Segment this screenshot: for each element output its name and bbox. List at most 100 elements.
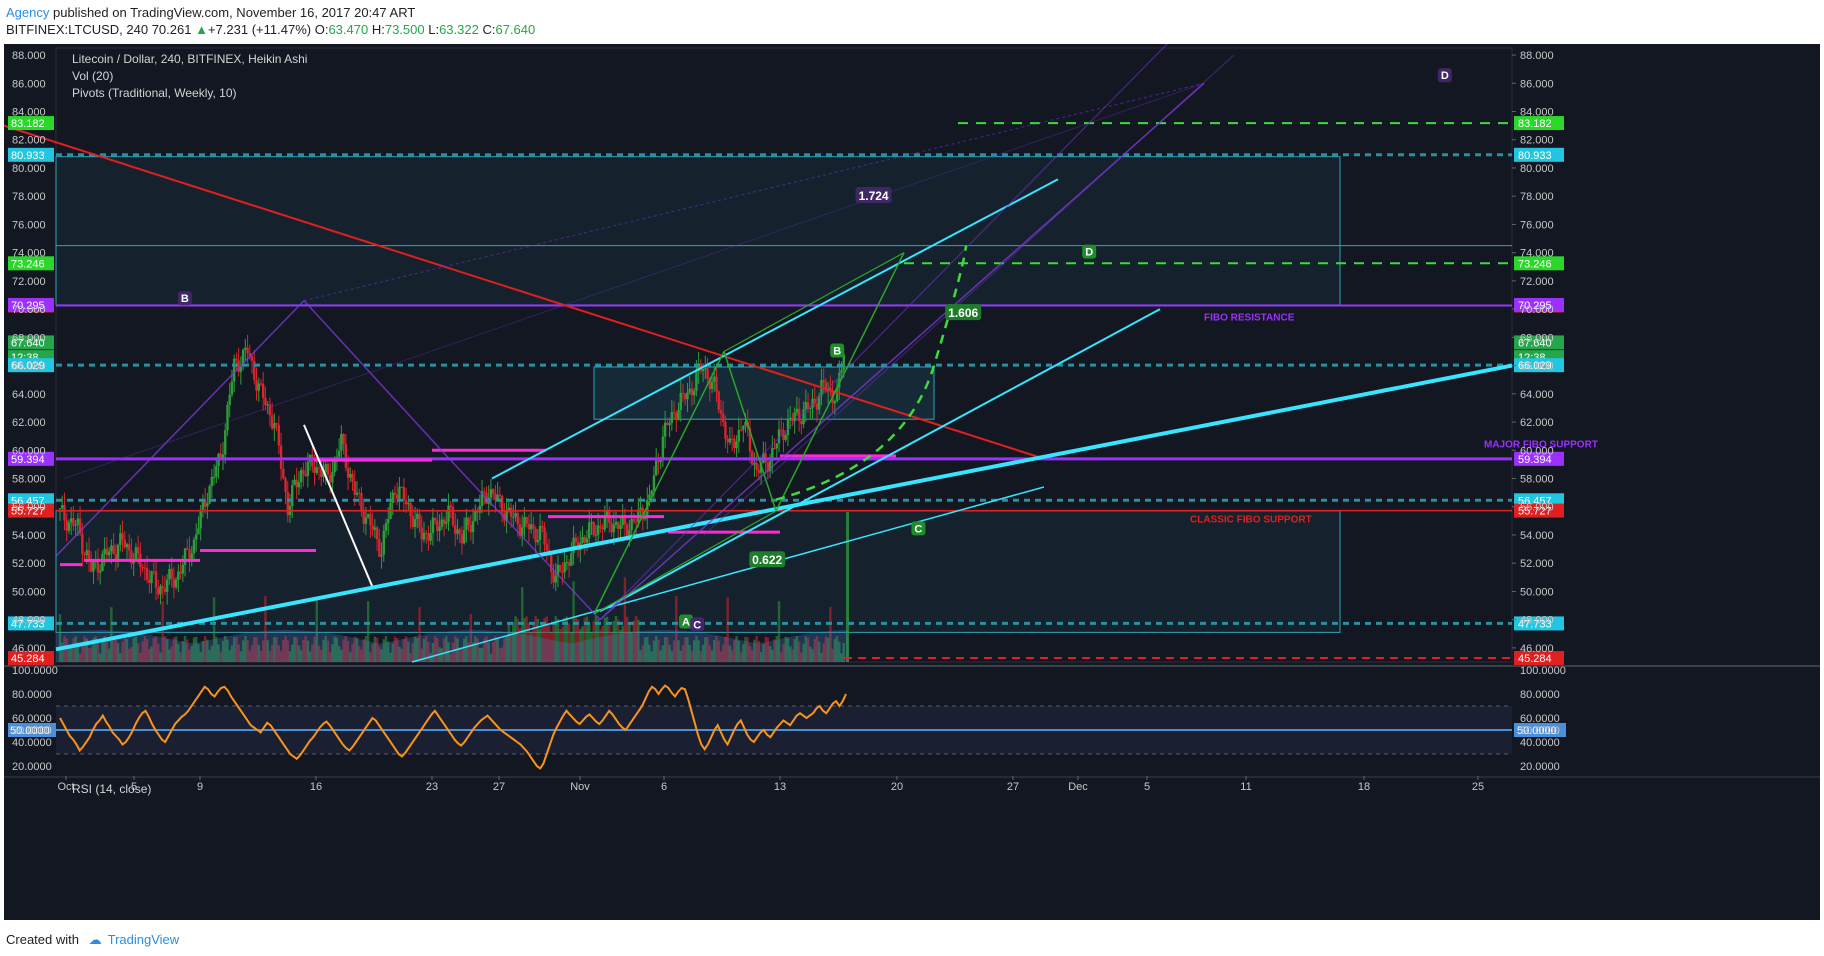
volume-bar <box>536 618 540 662</box>
bear-candle <box>561 571 564 573</box>
green-pattern-leg <box>775 252 905 512</box>
volume-bar <box>538 628 542 662</box>
volume-bar <box>585 616 589 662</box>
bull-candle <box>514 513 517 517</box>
bull-candle <box>793 412 796 422</box>
ratio-label-bg <box>945 304 982 321</box>
author-link[interactable]: Agency <box>6 5 50 20</box>
bear-candle <box>824 382 828 392</box>
price-tag-right-bg <box>1514 358 1564 373</box>
volume-bar <box>541 626 544 662</box>
volume-bar <box>733 639 736 662</box>
volume-bar <box>413 636 417 662</box>
chart-area[interactable]: FIBO RESISTANCE MAJOR FIBO SUPPORT CLASSIC… <box>3 26 1820 920</box>
chart-svg[interactable]: FIBO RESISTANCE MAJOR FIBO SUPPORT CLASSIC… <box>3 26 1820 920</box>
bull-candle <box>742 426 745 430</box>
bull-candle <box>612 524 615 533</box>
volume-bar <box>83 636 86 662</box>
volume-ma-area <box>56 630 849 662</box>
bull-candle <box>838 373 841 388</box>
x-tick-label: 18 <box>1358 781 1370 793</box>
price-change: +7.231 (+11.47%) <box>207 22 312 37</box>
ratio-label-bg <box>855 187 892 204</box>
x-tick-label: Oct <box>57 781 74 793</box>
volume-bar <box>237 644 240 662</box>
bull-candle <box>61 505 64 509</box>
y-tick-label-right: 68.000 <box>1520 332 1554 344</box>
volume-bar <box>344 636 348 662</box>
volume-bar <box>268 650 272 662</box>
bull-candle <box>407 503 410 505</box>
volume-bar <box>94 636 97 662</box>
volume-bar <box>246 640 249 662</box>
volume-bar <box>500 647 504 662</box>
price-tag-right-bg <box>1514 116 1564 131</box>
price-tag-right: 80.933 <box>1518 150 1552 162</box>
bull-candle <box>228 394 231 405</box>
bear-candle <box>353 481 356 495</box>
volume-bar <box>373 636 377 662</box>
bear-candle <box>625 524 629 537</box>
volume-bar <box>315 597 318 662</box>
volume-bar <box>570 632 573 662</box>
bear-candle <box>311 454 314 467</box>
rsi-mid-tag-left-bg <box>8 723 56 737</box>
bear-candle <box>545 544 548 550</box>
volume-bar <box>112 638 115 662</box>
purple-pattern-leg <box>303 300 445 454</box>
volume-bar <box>429 653 432 662</box>
volume-bar <box>201 640 205 662</box>
bull-candle <box>630 518 633 531</box>
volume-bar <box>612 620 615 662</box>
bull-candle <box>835 387 839 402</box>
volume-bar <box>134 636 138 662</box>
price-tag-right: 73.246 <box>1518 258 1552 270</box>
bear-candle <box>782 429 785 440</box>
volume-bar <box>299 650 303 662</box>
bull-candle <box>244 347 247 350</box>
volume-bar <box>509 633 513 662</box>
volume-bar <box>681 645 685 662</box>
bear-candle <box>418 513 421 528</box>
bull-candle <box>195 534 198 540</box>
bear-candle <box>454 525 457 534</box>
volume-bar <box>136 643 140 662</box>
zone-annotation: CLASSIC FIBO SUPPORT <box>1190 514 1312 525</box>
bear-candle <box>302 470 305 475</box>
y-tick-label-right: 54.000 <box>1520 530 1554 542</box>
volume-bar <box>713 639 716 662</box>
y-tick-label-left: 82.000 <box>12 135 46 147</box>
bull-candle <box>619 525 622 529</box>
bull-candle <box>76 518 80 525</box>
volume-bar <box>735 636 738 662</box>
pattern-point-bg <box>911 521 926 536</box>
volume-bar <box>842 643 845 662</box>
purple-pattern-leg <box>443 452 601 621</box>
tradingview-link[interactable]: TradingView <box>107 932 180 947</box>
bull-candle <box>565 562 569 564</box>
bull-candle <box>775 443 778 449</box>
y-tick-label-left: 60.000 <box>12 445 46 457</box>
volume-bar <box>603 617 607 662</box>
y-tick-label-right: 48.000 <box>1520 615 1554 627</box>
pattern-point-label: D <box>1085 247 1093 259</box>
bear-candle <box>427 533 430 541</box>
created-with-text: Created with <box>6 932 79 947</box>
bull-candle <box>206 503 209 507</box>
bear-candle <box>672 411 676 414</box>
volume-bar <box>753 639 756 662</box>
bull-candle <box>447 505 450 522</box>
volume-bar <box>818 641 821 662</box>
bull-candle <box>489 489 493 498</box>
volume-bar <box>148 649 151 662</box>
volume-bar <box>324 636 327 662</box>
bull-candle <box>688 388 691 393</box>
bull-candle <box>563 562 566 573</box>
price-tag-right-bg <box>1514 147 1564 162</box>
bear-candle <box>90 560 93 572</box>
volume-bar <box>556 619 560 662</box>
volume-bar <box>369 652 372 662</box>
volume-bar <box>353 636 356 662</box>
volume-bar <box>78 653 82 662</box>
cyan-channel-bottom <box>599 308 1161 613</box>
